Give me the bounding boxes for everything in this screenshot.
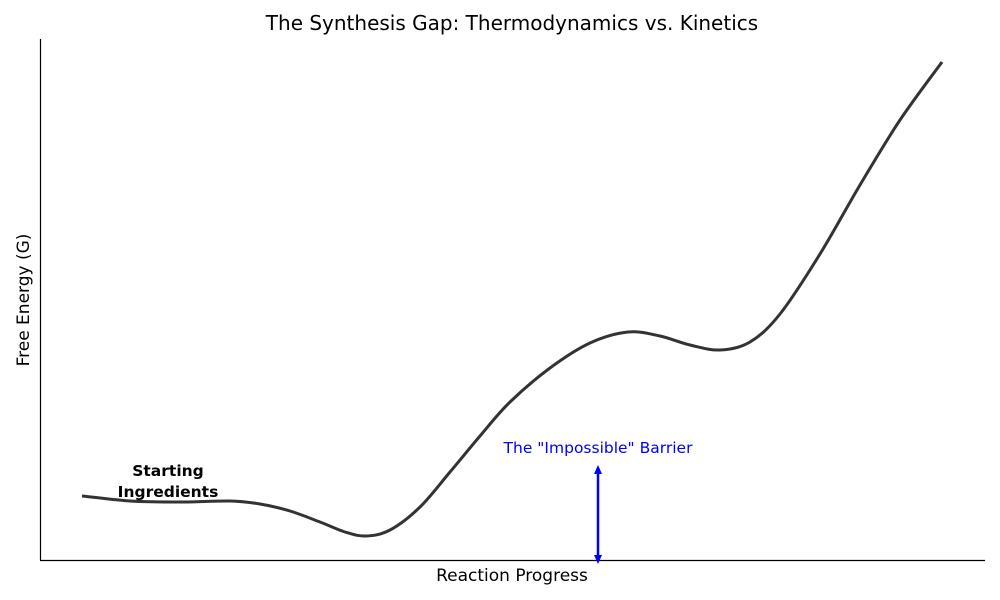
y-axis-label: Free Energy (G) [14,234,34,367]
barrier-label: The "Impossible" Barrier [503,439,694,457]
x-axis-label: Reaction Progress [436,566,588,586]
energy-curve [81,61,944,538]
arrow-down-head-icon [594,555,602,564]
chart-title: The Synthesis Gap: Thermodynamics vs. Ki… [265,11,758,35]
barrier-arrow [594,465,602,564]
start-label-line1: Starting [132,462,204,480]
arrow-up-head-icon [594,465,602,474]
start-label-line2: Ingredients [118,483,219,501]
